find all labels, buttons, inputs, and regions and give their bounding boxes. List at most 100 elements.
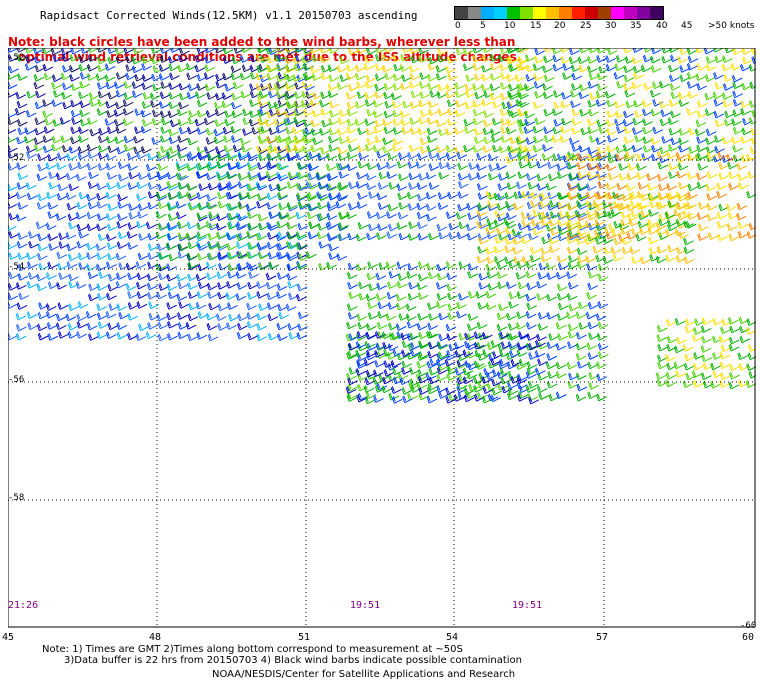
wind-barb xyxy=(107,322,119,331)
wind-barb xyxy=(555,370,567,379)
wind-barb xyxy=(515,63,527,72)
wind-barb xyxy=(166,222,178,230)
wind-barb xyxy=(307,203,319,212)
wind-barb xyxy=(597,273,609,282)
wind-barb xyxy=(566,236,577,244)
wind-barb xyxy=(186,126,198,135)
wind-barb xyxy=(705,137,716,145)
wind-barb xyxy=(494,210,505,218)
wind-barb xyxy=(127,222,139,230)
wind-barb xyxy=(383,348,394,357)
wind-barb xyxy=(196,191,208,200)
wind-barb xyxy=(457,172,469,181)
wind-barb xyxy=(157,163,169,171)
wind-barb xyxy=(521,219,533,227)
wind-barb xyxy=(464,340,475,349)
wind-barb xyxy=(741,154,752,163)
wind-barb xyxy=(728,171,740,180)
wind-barb xyxy=(43,126,55,134)
wind-barb xyxy=(206,282,218,291)
wind-barb xyxy=(517,394,528,402)
wind-barb xyxy=(652,81,663,90)
wind-barb xyxy=(467,313,479,321)
wind-barb xyxy=(216,241,227,249)
wind-barb xyxy=(750,127,756,136)
wind-barb xyxy=(134,108,146,116)
wind-barb xyxy=(98,271,110,279)
wind-barb xyxy=(87,271,99,280)
wind-barb xyxy=(167,55,179,64)
wind-barb xyxy=(69,73,80,82)
wind-barb xyxy=(497,281,508,289)
wind-barb xyxy=(228,313,239,322)
wind-barb xyxy=(508,260,519,269)
wind-barb xyxy=(565,223,577,231)
wind-barb xyxy=(408,172,420,181)
wind-barb xyxy=(571,72,583,81)
wind-barb xyxy=(15,312,27,321)
wind-barb xyxy=(683,256,695,265)
x-tick-57: 57 xyxy=(596,632,609,643)
wind-barb xyxy=(107,91,119,100)
wind-barb xyxy=(226,162,238,170)
wind-barb xyxy=(364,55,375,63)
wind-barb xyxy=(365,323,377,331)
colorbar-labels: 0 5 10 15 20 25 30 35 40 45 >50 knots xyxy=(450,21,760,33)
wind-barb xyxy=(557,201,569,210)
wind-barb xyxy=(456,151,468,160)
wind-barb xyxy=(622,144,634,152)
wind-barb xyxy=(555,322,567,330)
wind-barb xyxy=(116,220,128,229)
wind-barb xyxy=(613,200,624,209)
wind-barb xyxy=(686,81,698,89)
wind-barb xyxy=(426,386,438,395)
wind-barb xyxy=(416,282,428,291)
wind-barb xyxy=(339,56,351,65)
wind-barb xyxy=(720,326,731,335)
wind-barb xyxy=(586,291,597,300)
wind-barb xyxy=(239,137,251,146)
wind-barb xyxy=(122,108,134,116)
wind-barb xyxy=(532,209,544,217)
wind-barb xyxy=(375,342,387,351)
wind-barb xyxy=(428,163,440,171)
wind-barb xyxy=(541,211,553,220)
wind-barb xyxy=(115,101,126,110)
wind-barb xyxy=(97,144,109,153)
wind-barb xyxy=(168,253,180,262)
wind-barb xyxy=(666,219,678,227)
wind-barb xyxy=(567,192,579,200)
wind-barb xyxy=(605,63,617,72)
wind-barb xyxy=(107,252,118,261)
wind-barb xyxy=(545,361,557,370)
wind-barb xyxy=(15,323,27,332)
wind-barb xyxy=(147,201,159,210)
wind-barb xyxy=(276,183,288,192)
wind-barb xyxy=(66,261,78,269)
wind-barb xyxy=(147,291,158,300)
wind-barb xyxy=(533,135,544,144)
wind-barb xyxy=(158,73,170,81)
wind-barb xyxy=(42,99,53,107)
wind-barb xyxy=(246,230,257,239)
wind-barb xyxy=(621,193,633,202)
wind-barb xyxy=(555,391,567,400)
wind-barb xyxy=(33,56,45,64)
wind-barb xyxy=(491,387,503,396)
wind-barb xyxy=(76,240,88,249)
wind-barb xyxy=(557,262,569,271)
wind-barb xyxy=(402,395,413,404)
wind-barb xyxy=(123,135,135,144)
wind-barb xyxy=(568,255,579,263)
wind-barb xyxy=(728,381,740,390)
wind-barb xyxy=(227,181,239,189)
wind-barb xyxy=(447,292,458,301)
wind-barb xyxy=(366,162,378,171)
wind-barb xyxy=(309,99,321,107)
wind-barb xyxy=(631,56,643,65)
wind-barb xyxy=(664,211,676,220)
wind-barb xyxy=(267,332,279,341)
wind-barb xyxy=(678,128,690,136)
wind-barb xyxy=(354,72,366,81)
wind-barb xyxy=(728,343,740,352)
